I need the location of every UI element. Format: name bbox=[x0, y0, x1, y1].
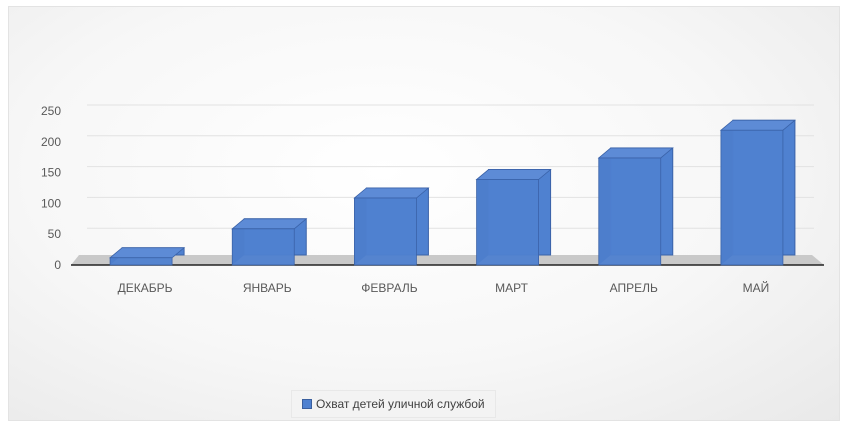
bar-front bbox=[720, 129, 784, 266]
x-tick-label: АПРЕЛЬ bbox=[610, 281, 658, 295]
bar-front bbox=[598, 157, 662, 266]
bar-top bbox=[353, 187, 430, 199]
y-tick-label: 100 bbox=[41, 196, 61, 210]
x-tick-label: ЯНВАРЬ bbox=[243, 281, 292, 295]
x-tick-label: ДЕКАБРЬ bbox=[118, 281, 173, 295]
bar-front bbox=[109, 257, 173, 266]
x-tick-label: МАЙ bbox=[743, 280, 770, 295]
chart-area: 0 50 100 150 200 250 ДЕКАБРЬ ЯНВАРЬ ФЕВРАЛЬ МАРТ А… bbox=[8, 6, 840, 421]
bar-chart: 0 50 100 150 200 250 ДЕКАБРЬ ЯНВАРЬ ФЕВРАЛЬ МАРТ А… bbox=[41, 104, 824, 295]
bar-top bbox=[108, 247, 186, 259]
y-tick-label: 250 bbox=[41, 104, 61, 118]
bar-front bbox=[476, 179, 539, 266]
y-tick-label: 150 bbox=[41, 166, 61, 180]
legend-swatch bbox=[302, 399, 312, 409]
bar-front bbox=[354, 197, 417, 266]
y-tick-label: 50 bbox=[48, 227, 62, 241]
x-tick-label: ФЕВРАЛЬ bbox=[361, 281, 417, 295]
legend: Охват детей уличной службой bbox=[291, 390, 496, 418]
bar-top bbox=[719, 119, 797, 131]
bar-top bbox=[231, 218, 308, 230]
y-tick-label: 0 bbox=[54, 258, 61, 272]
bar-top bbox=[475, 169, 552, 180]
legend-label: Охват детей уличной службой bbox=[316, 397, 485, 411]
y-tick-label: 200 bbox=[41, 135, 61, 149]
x-tick-label: МАРТ bbox=[495, 281, 528, 295]
bar-top bbox=[597, 147, 674, 159]
bar-front bbox=[231, 228, 295, 266]
chart-floor bbox=[71, 255, 824, 265]
